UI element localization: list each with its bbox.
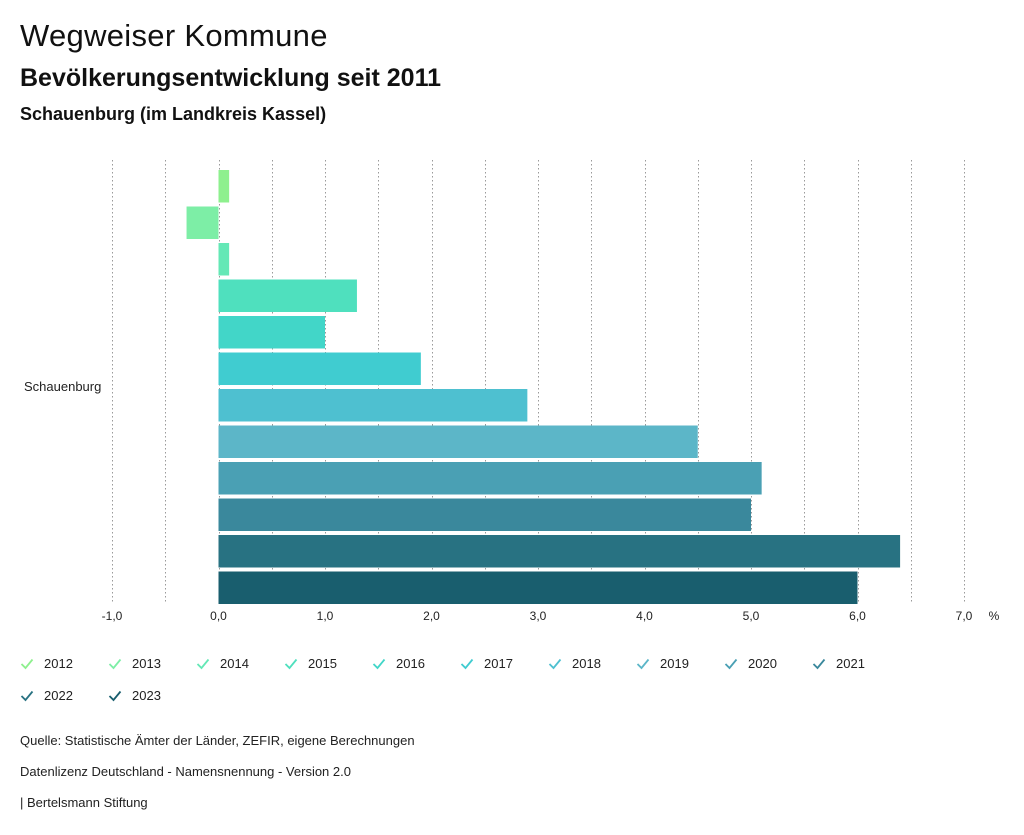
source-note: Quelle: Statistische Ämter der Länder, Z… (20, 733, 415, 748)
page-title: Wegweiser Kommune (20, 18, 328, 53)
legend-item-2017[interactable]: 2017 (460, 656, 513, 671)
bar-2018 (218, 389, 528, 422)
legend-label: 2020 (748, 656, 777, 671)
legend-label: 2013 (132, 656, 161, 671)
bar-chart: Schauenburg -1,0 0,0 1,0 2,0 3,0 4,0 5,0 6,0 7,0% (24, 160, 1000, 623)
x-tick-label: 0,0 (210, 609, 227, 623)
legend-label: 2022 (44, 688, 73, 703)
license-note: Datenlizenz Deutschland - Namensnennung … (20, 764, 351, 779)
legend-label: 2015 (308, 656, 337, 671)
bar-2014 (218, 243, 230, 276)
legend-item-2015[interactable]: 2015 (284, 656, 337, 671)
bar-2016 (218, 316, 325, 349)
bar-2022 (218, 535, 901, 568)
x-tick-label: -1,0 (102, 609, 123, 623)
chart-subtitle: Bevölkerungsentwicklung seit 2011 (20, 64, 441, 92)
legend-item-2020[interactable]: 2020 (724, 656, 777, 671)
x-tick-label: 2,0 (423, 609, 440, 623)
legend-label: 2016 (396, 656, 425, 671)
legend-item-2021[interactable]: 2021 (812, 656, 865, 671)
x-tick-label: 4,0 (636, 609, 653, 623)
legend-item-2013[interactable]: 2013 (108, 656, 161, 671)
legend-item-2023[interactable]: 2023 (108, 688, 161, 703)
checkmark-icon (284, 658, 298, 669)
legend-label: 2019 (660, 656, 689, 671)
legend-label: 2021 (836, 656, 865, 671)
x-tick-label: 6,0 (849, 609, 866, 623)
legend-label: 2023 (132, 688, 161, 703)
checkmark-icon (108, 658, 122, 669)
legend-item-2012[interactable]: 2012 (20, 656, 73, 671)
checkmark-icon (372, 658, 386, 669)
checkmark-icon (20, 690, 34, 701)
checkmark-icon (636, 658, 650, 669)
x-tick-label: 7,0 (956, 609, 973, 623)
bar-2012 (218, 170, 230, 203)
checkmark-icon (20, 658, 34, 669)
x-tick-label: 5,0 (743, 609, 760, 623)
legend-label: 2012 (44, 656, 73, 671)
bar-2023 (218, 571, 858, 604)
checkmark-icon (548, 658, 562, 669)
publisher-note: | Bertelsmann Stiftung (20, 795, 148, 810)
x-tick-label: 1,0 (317, 609, 334, 623)
checkmark-icon (108, 690, 122, 701)
region-label: Schauenburg (im Landkreis Kassel) (20, 104, 327, 124)
legend-item-2018[interactable]: 2018 (548, 656, 601, 671)
checkmark-icon (812, 658, 826, 669)
legend-label: 2018 (572, 656, 601, 671)
category-label: Schauenburg (24, 379, 101, 394)
x-tick-label: 3,0 (530, 609, 547, 623)
bar-2020 (218, 462, 762, 495)
legend-label: 2017 (484, 656, 513, 671)
checkmark-icon (460, 658, 474, 669)
bar-2021 (218, 498, 751, 531)
bar-2013 (186, 206, 219, 239)
x-axis-unit: % (989, 609, 1000, 623)
legend-item-2022[interactable]: 2022 (20, 688, 73, 703)
legend-item-2014[interactable]: 2014 (196, 656, 249, 671)
bar-2015 (218, 279, 357, 312)
bar-2017 (218, 352, 421, 385)
checkmark-icon (724, 658, 738, 669)
legend-label: 2014 (220, 656, 249, 671)
legend-item-2016[interactable]: 2016 (372, 656, 425, 671)
legend-item-2019[interactable]: 2019 (636, 656, 689, 671)
bar-2019 (218, 425, 698, 458)
checkmark-icon (196, 658, 210, 669)
